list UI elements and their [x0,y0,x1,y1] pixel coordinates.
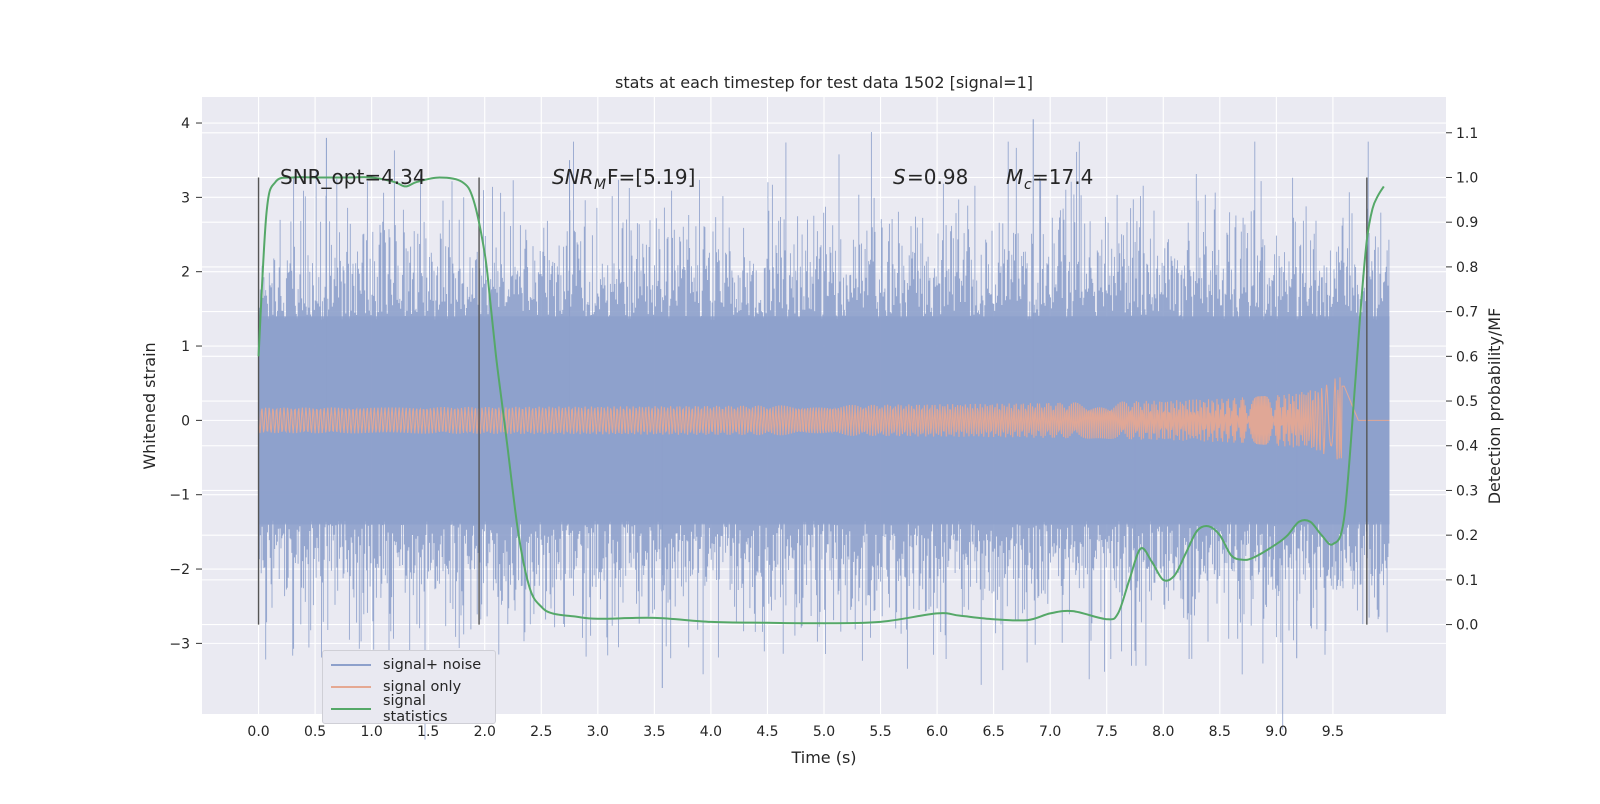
x-tick-label: 1.0 [361,724,383,740]
x-tick-label: 2.0 [474,724,496,740]
legend-label-signal-only: signal only [383,679,462,695]
vertical-markers [257,177,1368,625]
y-right-tick-label: 0.9 [1456,215,1478,231]
legend-swatch-signal-only [331,686,371,688]
annotation-mc-subscript: c [1024,177,1032,193]
annotation-snr-opt: SNR_opt=4.34 [280,165,426,189]
y-right-tick-label: 0.8 [1456,260,1478,276]
x-tick-label: 5.0 [813,724,835,740]
annotation-snr-mf-value: F=[5.19] [607,165,695,189]
x-tick-label: 5.5 [869,724,891,740]
y-left-tick-label: −3 [169,636,190,652]
y-left-tick-label: 2 [181,265,190,281]
y-right-tick-label: 0.7 [1456,305,1478,321]
series-signal-only [258,377,1390,460]
x-tick-label: 2.5 [530,724,552,740]
annotation-snr-mf-symbol: SNR [552,165,594,189]
legend: signal+ noise signal only signal statist… [322,650,496,725]
x-tick-label: 4.5 [756,724,778,740]
legend-item-signal-plus-noise: signal+ noise [331,654,481,676]
legend-label-signal-statistics: signal statistics [382,693,448,725]
y-left-tick-label: 0 [181,413,190,429]
x-tick-label: 0.0 [247,724,269,740]
y-left-axis-label: Whitened strain [140,342,159,469]
annotation-snr-mf-subscript: M [594,177,606,193]
annotation-s-symbol: S [893,165,906,189]
x-tick-label: 3.0 [587,724,609,740]
series-signal-statistics [257,176,1385,625]
y-right-tick-label: 0.2 [1456,528,1478,544]
legend-item-signal-statistics: signal statistics [331,693,495,725]
y-right-tick-label: 1.0 [1456,170,1478,186]
legend-swatch-signal-plus-noise [331,664,371,666]
x-axis-ticks: 0.0 0.5 1.0 1.5 2.0 2.5 3.0 3.5 4.0 4.5 5.0 5.5 6.0 6… [247,724,1344,740]
x-tick-label: 7.0 [1039,724,1061,740]
y-right-axis-ticks: 1.1 1.0 0.9 0.8 0.7 0.6 0.5 0.4 0.3 0.2 0.1 0.0 [1446,126,1478,634]
legend-label-signal-plus-noise: signal+ noise [383,657,482,673]
x-tick-label: 1.5 [417,724,439,740]
annotation-mc-value: =17.4 [1032,165,1093,189]
y-left-tick-label: −2 [169,562,190,578]
x-axis-label: Time (s) [790,748,856,767]
x-tick-label: 8.5 [1209,724,1231,740]
y-right-tick-label: 0.1 [1456,573,1478,589]
y-right-axis-label: Detection probability/MF [1485,308,1504,505]
y-right-tick-label: 0.5 [1456,394,1478,410]
y-right-tick-label: 0.6 [1456,349,1478,365]
y-left-axis-ticks: 4 3 2 1 0 −1 −2 −3 [169,116,202,652]
x-tick-label: 9.5 [1322,724,1344,740]
legend-swatch-signal-statistics [331,708,371,710]
annotation-s-value: =0.98 [907,165,968,189]
y-left-tick-label: 4 [181,116,190,132]
y-left-tick-label: 3 [181,190,190,206]
annotation-mc-symbol: M [1006,165,1023,189]
x-tick-label: 3.5 [643,724,665,740]
y-left-tick-label: 1 [181,339,190,355]
y-right-tick-label: 0.0 [1456,618,1478,634]
signal-only-line [258,377,1390,460]
legend-item-signal-only: signal only [331,676,461,698]
y-right-tick-label: 0.4 [1456,439,1478,455]
x-tick-label: 8.0 [1152,724,1174,740]
x-tick-label: 7.5 [1096,724,1118,740]
chart-title: stats at each timestep for test data 150… [615,73,1033,92]
x-tick-label: 4.0 [700,724,722,740]
signal-statistics-line [257,176,1385,625]
x-tick-label: 0.5 [304,724,326,740]
y-right-tick-label: 1.1 [1456,126,1478,142]
y-left-tick-label: −1 [169,488,190,504]
x-tick-label: 9.0 [1265,724,1287,740]
y-right-tick-label: 0.3 [1456,483,1478,499]
x-tick-label: 6.5 [983,724,1005,740]
x-tick-label: 6.0 [926,724,948,740]
